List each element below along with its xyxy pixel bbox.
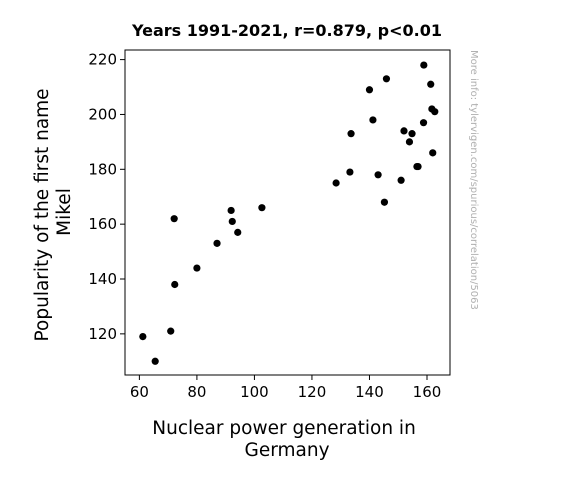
data-point: [347, 130, 355, 138]
plot-area: [124, 49, 451, 376]
data-point: [369, 116, 377, 124]
x-axis-label-line-2: Germany: [244, 440, 329, 461]
y-axis-label-line-2: Mikel: [54, 188, 75, 236]
data-point: [405, 138, 414, 146]
data-point: [234, 228, 242, 236]
data-point: [346, 168, 354, 176]
y-axis-ticks: 120 140 160 180 200 220: [88, 51, 125, 343]
source-note: More info: tylervigen.com/spurious/corre…: [468, 50, 479, 310]
data-point: [374, 171, 382, 179]
data-point: [167, 327, 175, 335]
x-axis-label: Nuclear power generation in Germany: [152, 418, 421, 461]
data-point: [170, 215, 178, 223]
data-point: [193, 264, 201, 272]
data-point: [408, 130, 416, 138]
data-point: [332, 179, 340, 187]
data-point: [213, 239, 221, 247]
data-point: [380, 198, 389, 206]
data-point: [151, 357, 159, 365]
data-point: [258, 204, 266, 212]
y-tick-label: 140: [88, 270, 117, 288]
data-point: [420, 61, 428, 69]
data-point: [400, 127, 408, 135]
x-axis-label-line-1: Nuclear power generation in: [152, 418, 416, 439]
y-tick-label: 120: [88, 325, 117, 343]
x-tick-label: 100: [240, 383, 269, 401]
data-point: [228, 217, 236, 226]
data-point: [227, 206, 235, 215]
data-point: [397, 176, 405, 184]
data-point: [429, 149, 437, 157]
data-point: [414, 162, 422, 171]
data-point: [382, 75, 391, 83]
plot-frame: [124, 49, 451, 376]
x-axis-ticks: 60 80 100 120 140 160: [130, 375, 441, 401]
x-tick-label: 140: [355, 383, 384, 401]
data-point: [171, 280, 179, 289]
x-tick-label: 60: [130, 383, 149, 401]
y-tick-label: 220: [88, 51, 117, 69]
x-tick-label: 160: [413, 383, 442, 401]
y-tick-label: 180: [88, 160, 117, 178]
y-axis-label-line-1: Popularity of the first name: [32, 88, 53, 341]
x-tick-label: 120: [298, 383, 327, 401]
y-tick-label: 200: [88, 105, 117, 123]
data-point: [431, 108, 439, 116]
x-tick-label: 80: [187, 383, 206, 401]
data-point: [419, 119, 428, 127]
data-point: [139, 333, 147, 341]
data-points: [139, 61, 439, 365]
y-tick-label: 160: [88, 215, 117, 233]
y-axis-label: Popularity of the first name Mikel: [32, 83, 75, 342]
data-point: [427, 80, 435, 88]
chart-title: Years 1991-2021, r=0.879, p<0.01: [131, 21, 442, 40]
data-point: [365, 86, 374, 94]
